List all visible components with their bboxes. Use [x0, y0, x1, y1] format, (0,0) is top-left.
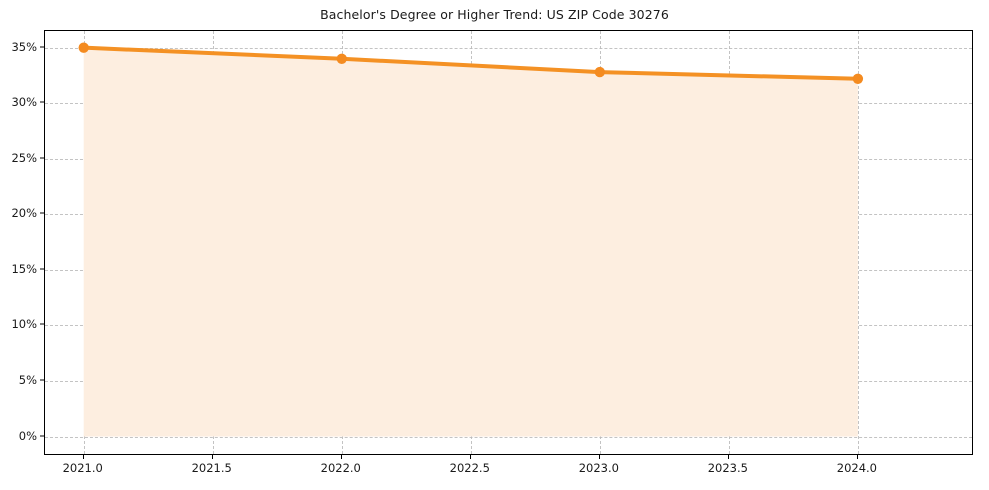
y-tick-label: 35%: [11, 39, 37, 54]
data-point-markers: [78, 42, 864, 84]
y-tick-label: 30%: [11, 95, 37, 110]
gridline-y-0%: [45, 436, 972, 438]
x-tick-label: 2024.0: [836, 461, 877, 475]
x-tick-mark: [727, 455, 729, 459]
y-tick-label: 15%: [11, 261, 37, 276]
chart-title: Bachelor's Degree or Higher Trend: US ZI…: [320, 7, 669, 22]
x-tick-label: 2023.5: [707, 461, 748, 475]
x-tick-label: 2021.5: [191, 461, 232, 475]
data-point-marker: [336, 53, 347, 64]
gridline-x-2024.0: [857, 31, 859, 454]
x-tick-label: 2021.0: [62, 461, 103, 475]
y-tick-label: 25%: [11, 150, 37, 165]
x-tick-label: 2022.5: [449, 461, 490, 475]
y-tick-label: 5%: [18, 373, 37, 387]
y-tick-label: 0%: [18, 428, 37, 443]
x-tick-mark: [82, 455, 84, 459]
trend-line: [81, 45, 860, 81]
data-point-marker: [594, 66, 606, 78]
data-point-marker: [78, 42, 89, 53]
x-tick-mark: [469, 455, 471, 459]
x-tick-mark: [856, 455, 858, 459]
series-area-line: [78, 42, 864, 437]
y-tick-label: 10%: [11, 317, 37, 332]
x-tick-label: 2022.0: [320, 461, 361, 475]
gridline-y-35%: [45, 47, 972, 49]
x-tick-label: 2023.0: [578, 461, 619, 475]
plot-area: [44, 30, 973, 455]
x-tick-mark: [340, 455, 342, 459]
area-fill: [83, 47, 858, 437]
x-tick-mark: [598, 455, 600, 459]
data-point-marker: [852, 73, 864, 84]
x-tick-mark: [211, 455, 213, 459]
y-tick-label: 20%: [11, 206, 37, 221]
